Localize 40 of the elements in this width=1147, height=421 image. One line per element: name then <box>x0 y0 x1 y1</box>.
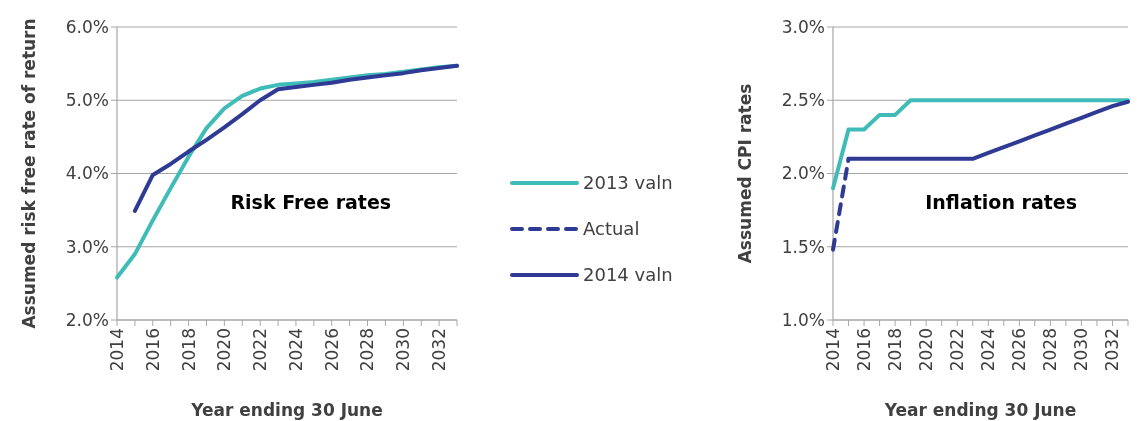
x-tick-label: 2024 <box>285 328 306 372</box>
x-tick-label: 2030 <box>1071 328 1092 372</box>
x-tick-label: 2026 <box>321 328 342 372</box>
y-tick-label: 1.0% <box>781 309 825 330</box>
x-tick-label: 2018 <box>885 328 906 372</box>
annotation: Risk Free rates <box>230 190 392 213</box>
x-tick-label: 2028 <box>1040 328 1061 372</box>
x-tick-label: 2022 <box>947 328 968 372</box>
x-tick-label: 2014 <box>822 328 843 372</box>
legend-label: Actual <box>583 218 640 240</box>
x-tick-label: 2030 <box>393 328 414 372</box>
x-tick-label: 2018 <box>178 328 199 372</box>
y-tick-label: 1.5% <box>781 236 825 257</box>
y-tick-label: 2.5% <box>781 90 825 111</box>
y-tick-label: 2.0% <box>781 163 825 184</box>
annotation: Inflation rates <box>925 190 1078 213</box>
y-tick-label: 4.0% <box>65 163 109 184</box>
y-axis-title: Assumed CPI rates <box>734 83 755 264</box>
x-tick-label: 2032 <box>1102 328 1123 372</box>
x-tick-label: 2028 <box>357 328 378 372</box>
line-series <box>132 63 459 213</box>
x-tick-label: 2020 <box>916 328 937 372</box>
legend-label: 2014 valn <box>583 264 673 286</box>
y-axis-title: Assumed risk free rate of return <box>18 18 39 329</box>
x-axis-title: Year ending 30 June <box>190 400 383 420</box>
y-tick-label: 3.0% <box>65 236 109 257</box>
x-tick-label: 2024 <box>978 328 999 372</box>
x-tick-label: 2014 <box>106 328 127 372</box>
x-axis-title: Year ending 30 June <box>883 400 1077 420</box>
y-tick-label: 3.0% <box>781 16 825 37</box>
y-tick-label: 2.0% <box>65 309 109 330</box>
y-tick-label: 6.0% <box>65 16 109 37</box>
x-tick-label: 2022 <box>250 328 271 372</box>
x-tick-label: 2020 <box>214 328 235 372</box>
y-tick-label: 5.0% <box>65 90 109 111</box>
x-tick-label: 2016 <box>142 328 163 372</box>
x-tick-label: 2026 <box>1009 328 1030 372</box>
legend-label: 2013 valn <box>583 172 673 194</box>
x-tick-label: 2032 <box>429 328 450 372</box>
x-tick-label: 2016 <box>854 328 874 372</box>
